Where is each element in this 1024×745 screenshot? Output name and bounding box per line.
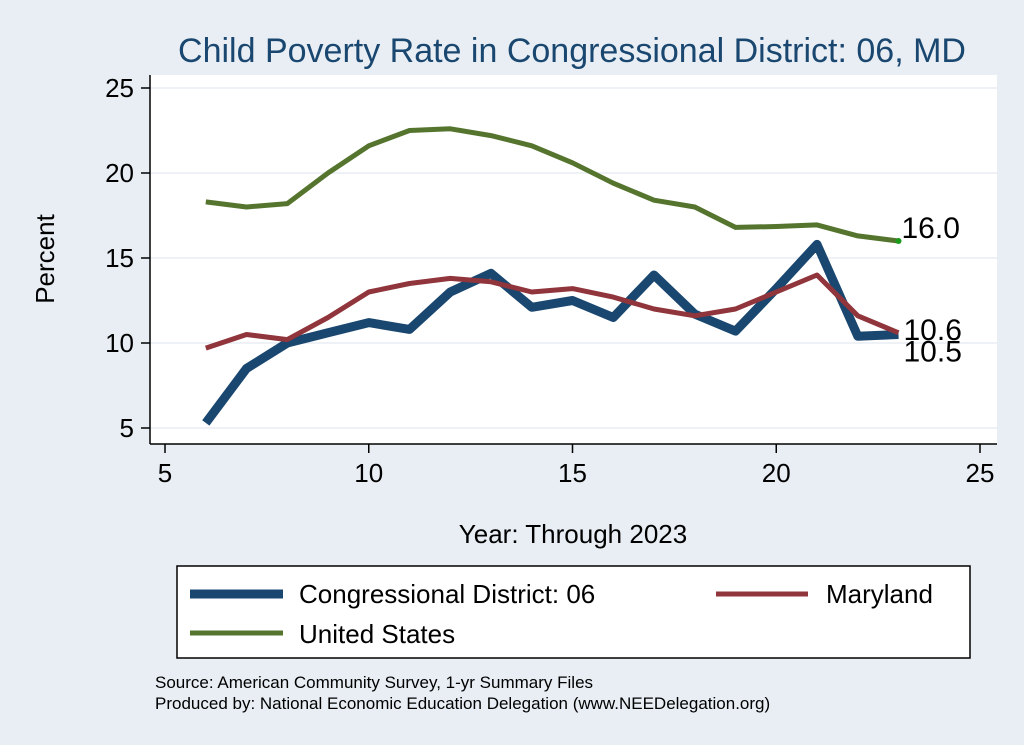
end-label-0: 10.5 [904, 336, 962, 369]
x-tick-label: 10 [354, 458, 383, 488]
x-tick-label: 5 [158, 458, 172, 488]
plot-area [150, 75, 997, 444]
y-tick-label: 15 [105, 243, 134, 273]
series-line-2 [205, 126, 899, 244]
axes: 5 10 15 20 25 5 10 15 20 25 [105, 73, 997, 488]
legend-label-2: United States [299, 619, 455, 649]
end-label-2: 16.0 [902, 212, 960, 245]
x-tick-label: 20 [762, 458, 791, 488]
legend-label-1: Maryland [826, 579, 933, 609]
produced-by-note: Produced by: National Economic Education… [155, 694, 770, 713]
legend-label-0: Congressional District: 06 [299, 579, 595, 609]
end-label-1: 10.6 [904, 314, 962, 347]
x-tick-label: 15 [558, 458, 587, 488]
y-tick-label: 5 [120, 413, 134, 443]
legend-box [176, 565, 971, 659]
y-tick-label: 25 [105, 73, 134, 103]
y-tick-label: 10 [105, 328, 134, 358]
legend: Congressional District: 06 Maryland United… [190, 579, 933, 649]
series-lines [202, 126, 902, 426]
series-line-0 [202, 239, 899, 426]
series-line-1 [205, 272, 900, 351]
source-note: Source: American Community Survey, 1-yr … [155, 673, 593, 692]
x-tick-label: 25 [966, 458, 995, 488]
us-end-point [895, 238, 902, 244]
chart-title: Child Poverty Rate in Congressional Dist… [178, 32, 966, 70]
y-axis-title: Percent [30, 213, 60, 303]
x-axis-title: Year: Through 2023 [459, 519, 687, 549]
y-tick-label: 20 [105, 158, 134, 188]
end-labels: 10.510.6 16.0 [902, 212, 962, 369]
